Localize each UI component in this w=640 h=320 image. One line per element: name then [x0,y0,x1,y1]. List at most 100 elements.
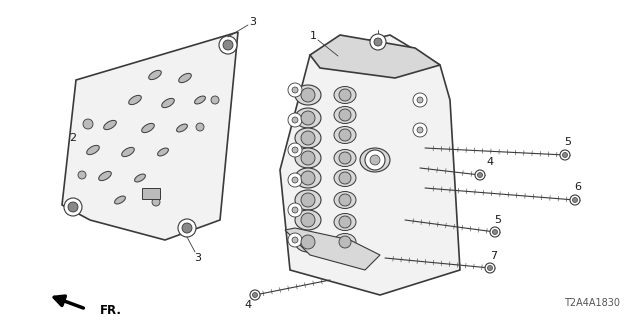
Polygon shape [310,35,440,78]
Circle shape [339,216,351,228]
Circle shape [301,151,315,165]
Circle shape [365,150,385,170]
Ellipse shape [334,170,356,187]
Circle shape [570,195,580,205]
Ellipse shape [115,196,125,204]
Ellipse shape [148,70,161,80]
Text: 3: 3 [250,17,257,27]
Ellipse shape [295,210,321,230]
Circle shape [253,292,257,298]
Circle shape [339,152,351,164]
Circle shape [560,150,570,160]
Circle shape [413,93,427,107]
FancyBboxPatch shape [142,188,160,199]
Circle shape [339,109,351,121]
Ellipse shape [295,232,321,252]
Circle shape [292,237,298,243]
Ellipse shape [134,174,145,182]
Text: 4: 4 [244,300,252,310]
Text: T2A4A1830: T2A4A1830 [564,298,620,308]
Text: 5: 5 [495,215,502,225]
Circle shape [211,96,219,104]
Ellipse shape [122,148,134,156]
Ellipse shape [334,126,356,143]
Circle shape [78,171,86,179]
Circle shape [339,172,351,184]
Circle shape [339,89,351,101]
Ellipse shape [179,73,191,83]
Ellipse shape [334,107,356,124]
Circle shape [288,143,302,157]
Ellipse shape [295,148,321,168]
Circle shape [288,173,302,187]
Ellipse shape [129,95,141,105]
Ellipse shape [334,86,356,103]
Circle shape [301,193,315,207]
Text: 6: 6 [575,182,582,192]
Circle shape [288,233,302,247]
Text: 7: 7 [490,251,497,261]
Circle shape [370,155,380,165]
Text: 2: 2 [69,133,77,143]
Ellipse shape [295,108,321,128]
Text: 4: 4 [486,157,493,167]
Circle shape [223,40,233,50]
Circle shape [68,202,78,212]
Ellipse shape [360,148,390,172]
Circle shape [182,223,192,233]
Circle shape [292,177,298,183]
Circle shape [417,127,423,133]
Circle shape [292,207,298,213]
Circle shape [493,229,497,235]
Circle shape [417,97,423,103]
Circle shape [370,34,386,50]
Ellipse shape [295,168,321,188]
Ellipse shape [177,124,188,132]
Circle shape [250,290,260,300]
Text: 3: 3 [195,253,202,263]
Ellipse shape [104,120,116,130]
Ellipse shape [334,234,356,251]
Circle shape [301,235,315,249]
Circle shape [339,194,351,206]
Circle shape [301,213,315,227]
Polygon shape [62,32,238,240]
Circle shape [485,263,495,273]
Ellipse shape [295,85,321,105]
Circle shape [475,170,485,180]
Circle shape [301,171,315,185]
Circle shape [219,36,237,54]
Circle shape [339,129,351,141]
Circle shape [196,123,204,131]
Text: 1: 1 [310,31,317,41]
Circle shape [292,87,298,93]
Circle shape [563,153,568,157]
Circle shape [288,83,302,97]
Circle shape [64,198,82,216]
Circle shape [573,197,577,203]
Polygon shape [280,35,460,295]
Circle shape [477,172,483,178]
Ellipse shape [295,128,321,148]
Circle shape [339,236,351,248]
Circle shape [292,147,298,153]
Circle shape [301,111,315,125]
Circle shape [288,113,302,127]
Circle shape [178,219,196,237]
Circle shape [488,266,493,270]
Ellipse shape [195,96,205,104]
Circle shape [152,198,160,206]
Ellipse shape [99,172,111,180]
Ellipse shape [162,98,174,108]
Circle shape [413,123,427,137]
Circle shape [83,119,93,129]
Circle shape [490,227,500,237]
Circle shape [301,131,315,145]
Ellipse shape [86,145,99,155]
Text: FR.: FR. [100,305,122,317]
Ellipse shape [334,149,356,166]
Text: 5: 5 [564,137,572,147]
Circle shape [374,38,382,46]
Polygon shape [285,228,380,270]
Ellipse shape [295,190,321,210]
